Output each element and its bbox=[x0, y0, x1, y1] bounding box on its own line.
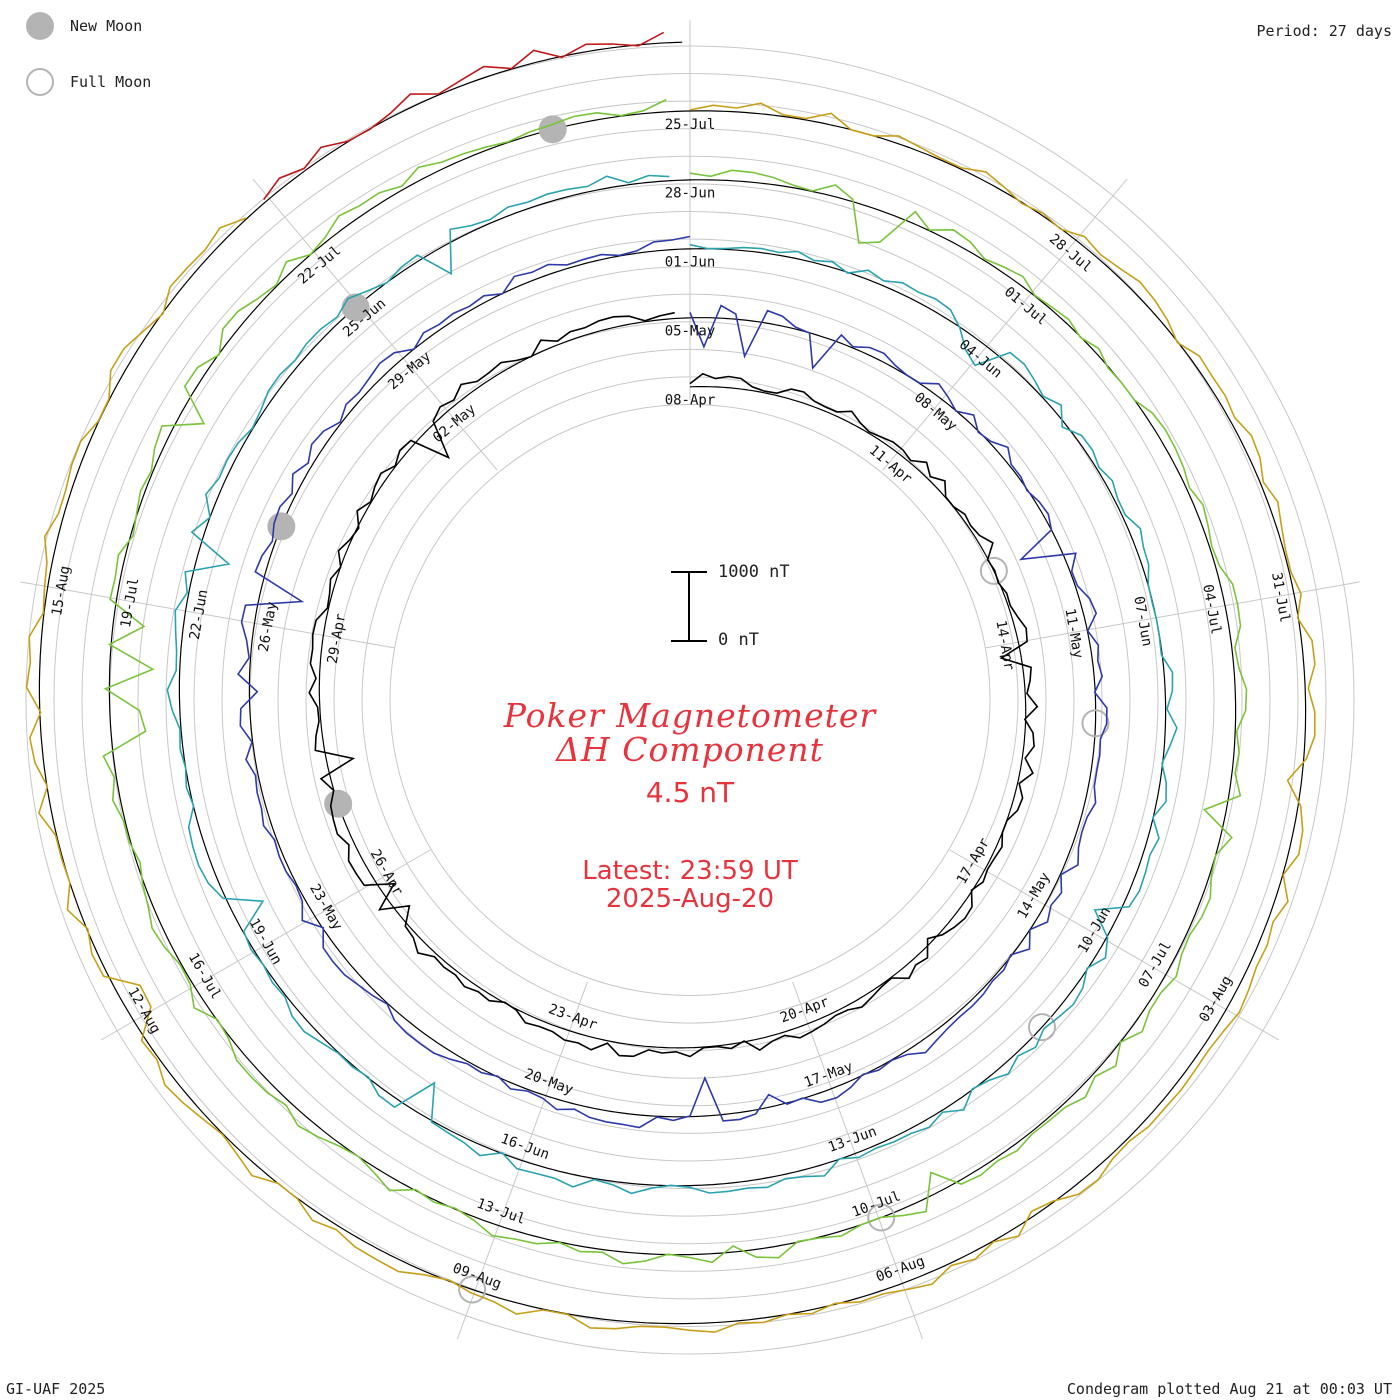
trace-layer bbox=[25, 31, 1316, 1333]
date-tick-label: 03-Aug bbox=[1196, 973, 1235, 1025]
scale-bottom-label: 0 nT bbox=[718, 630, 759, 650]
period-label: Period: 27 days bbox=[1256, 22, 1392, 40]
plotted-label: Condegram plotted Aug 21 at 00:03 UT bbox=[1066, 1380, 1392, 1398]
trace-cycle-4 bbox=[102, 98, 1248, 1265]
full-moon-marker bbox=[1081, 709, 1110, 738]
date-tick-label: 29-Apr bbox=[325, 612, 350, 665]
spiral-baseline bbox=[38, 41, 1307, 1325]
grid-ring bbox=[389, 404, 991, 996]
full-moon-marker bbox=[458, 1275, 487, 1304]
full-moon-icon bbox=[26, 68, 54, 96]
date-tick-label: 06-Aug bbox=[874, 1253, 927, 1285]
date-tick-label: 28-Jun bbox=[665, 186, 716, 202]
date-tick-label: 26-Apr bbox=[367, 847, 406, 899]
new-moon-marker bbox=[341, 293, 370, 322]
chart-title-line2: ΔH Component bbox=[556, 730, 824, 769]
grid-spoke bbox=[985, 581, 1360, 649]
scale-bar bbox=[671, 571, 707, 642]
date-tick-label: 01-Jun bbox=[665, 255, 716, 271]
date-tick-label: 14-May bbox=[1015, 870, 1054, 922]
date-tick-label: 05-May bbox=[665, 324, 716, 340]
date-tick-label: 19-Jun bbox=[246, 916, 285, 968]
grid-spoke bbox=[882, 178, 1128, 471]
full-moon-marker bbox=[867, 1203, 896, 1232]
credit-label: GI-UAF 2025 bbox=[6, 1380, 106, 1398]
grid-spoke bbox=[20, 581, 395, 649]
trace-cycle-2 bbox=[237, 235, 1108, 1129]
chart-resolution: 4.5 nT bbox=[645, 776, 735, 809]
new-moon-icon bbox=[26, 12, 54, 40]
full-moon-marker bbox=[979, 556, 1008, 585]
date-tick-label: 10-Jun bbox=[1075, 904, 1114, 956]
grid-spoke bbox=[792, 981, 924, 1340]
date-tick-label: 07-Jul bbox=[1136, 939, 1175, 991]
trace-cycle-5 bbox=[25, 102, 1316, 1333]
legend-full-moon-label: Full Moon bbox=[70, 73, 152, 91]
grid-layer bbox=[20, 20, 1360, 1355]
trace-cycle-6 bbox=[263, 31, 665, 201]
legend-full-moon: Full Moon bbox=[26, 68, 151, 96]
date-tick-label: 20-May bbox=[522, 1066, 575, 1098]
date-tick-label: 17-May bbox=[802, 1059, 855, 1091]
legend-new-moon: New Moon bbox=[26, 12, 142, 40]
date-tick-label: 17-Apr bbox=[954, 835, 993, 887]
date-tick-label: 25-Jul bbox=[665, 117, 716, 133]
legend-new-moon-label: New Moon bbox=[70, 17, 143, 35]
grid-spoke bbox=[252, 178, 498, 471]
date-tick-label: 20-Apr bbox=[778, 994, 831, 1026]
date-tick-label: 01-Jul bbox=[1001, 284, 1050, 329]
date-tick-label: 23-Apr bbox=[546, 1001, 599, 1033]
scale-top-label: 1000 nT bbox=[718, 562, 790, 582]
new-moon-marker bbox=[324, 789, 353, 818]
full-moon-marker bbox=[1027, 1013, 1056, 1042]
grid-spoke bbox=[949, 849, 1280, 1041]
date-tick-label: 22-Jul bbox=[295, 243, 344, 288]
new-moon-marker bbox=[538, 115, 567, 144]
moon-layer bbox=[267, 115, 1110, 1304]
latest-date: 2025-Aug-20 bbox=[605, 884, 775, 914]
baseline-layer bbox=[38, 41, 1307, 1325]
date-tick-label: 13-Jul bbox=[474, 1196, 527, 1228]
date-tick-label: 14-Apr bbox=[992, 619, 1017, 672]
latest-time: Latest: 23:59 UT bbox=[582, 856, 798, 886]
chart-title-line1: Poker Magnetometer bbox=[503, 696, 877, 735]
date-tick-label: 08-Apr bbox=[665, 393, 716, 409]
new-moon-marker bbox=[267, 512, 296, 541]
trace-cycle-1 bbox=[308, 311, 1039, 1058]
trace-cycle-3 bbox=[166, 174, 1178, 1195]
